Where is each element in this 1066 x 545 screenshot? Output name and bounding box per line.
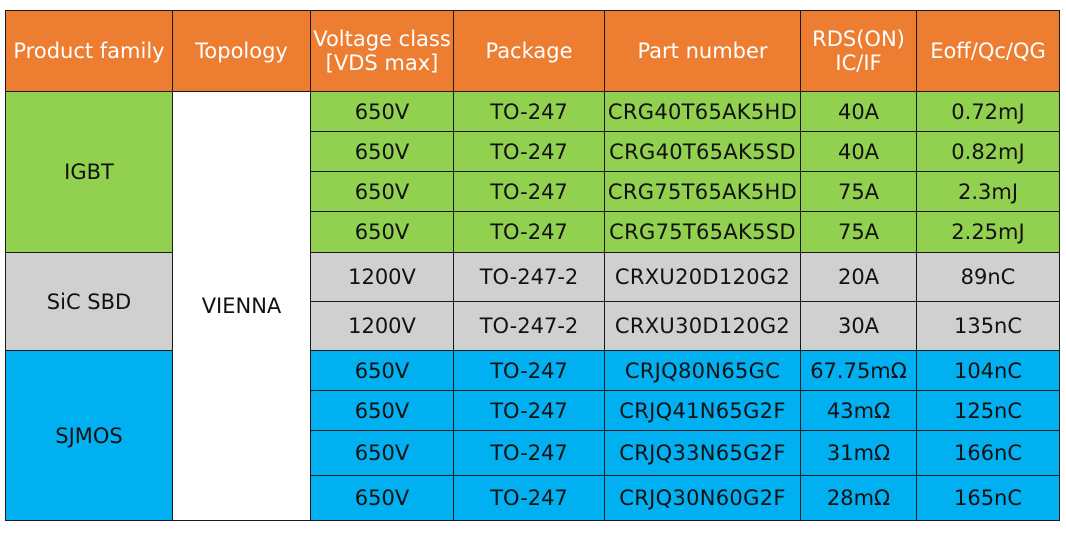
product-spec-table: Product family Topology Voltage class [VD… [5, 10, 1060, 521]
family-cell-igbt: IGBT [5, 91, 173, 253]
voltage-cell: 650V [310, 91, 454, 132]
voltage-cell: 650V [310, 211, 454, 253]
part-number-cell: CRXU20D120G2 [604, 252, 801, 302]
rating-cell: 40A [800, 91, 917, 132]
header-topology: Topology [172, 10, 311, 92]
header-row: Product family Topology Voltage class [VD… [5, 10, 1060, 92]
voltage-cell: 1200V [310, 301, 454, 351]
energy-cell: 0.82mJ [916, 131, 1060, 172]
package-cell: TO-247 [453, 171, 605, 212]
voltage-cell: 650V [310, 475, 454, 521]
voltage-cell: 650V [310, 390, 454, 431]
rating-cell: 30A [800, 301, 917, 351]
header-rds-line2: IC/IF [835, 51, 882, 75]
part-number-cell: CRJQ80N65GC [604, 350, 801, 391]
table-row: SiC SBD 1200V TO-247-2 CRXU20D120G2 20A … [5, 252, 1060, 351]
package-cell: TO-247 [453, 475, 605, 521]
voltage-cell: 650V [310, 131, 454, 172]
topology-cell: VIENNA [172, 91, 311, 521]
part-number-cell: CRG40T65AK5SD [604, 131, 801, 172]
header-energy-charge: Eoff/Qc/QG [916, 10, 1060, 92]
part-number-cell: CRXU30D120G2 [604, 301, 801, 351]
rating-cell: 43mΩ [800, 390, 917, 431]
header-voltage-line1: Voltage class [313, 27, 451, 51]
rating-cell: 40A [800, 131, 917, 172]
header-rds-line1: RDS(ON) [812, 27, 905, 51]
package-cell: TO-247 [453, 430, 605, 476]
package-cell: TO-247-2 [453, 252, 605, 302]
energy-cell: 135nC [916, 301, 1060, 351]
table-row: 650V TO-247 CRG75T65AK5HD 75A 2.3mJ [6, 171, 1060, 212]
rating-cell: 75A [800, 171, 917, 212]
voltage-cell: 650V [310, 171, 454, 212]
package-cell: TO-247 [453, 211, 605, 253]
rating-cell: 75A [800, 211, 917, 253]
energy-cell: 165nC [916, 475, 1060, 521]
family-cell-sic-sbd: SiC SBD [5, 252, 173, 351]
table-row: 650V TO-247 CRJQ33N65G2F 31mΩ 166nC [6, 430, 1060, 476]
energy-cell: 2.3mJ [916, 171, 1060, 212]
energy-cell: 166nC [916, 430, 1060, 476]
energy-cell: 2.25mJ [916, 211, 1060, 253]
part-number-cell: CRG75T65AK5SD [604, 211, 801, 253]
header-voltage-class: Voltage class [VDS max] [310, 10, 454, 92]
rating-cell: 31mΩ [800, 430, 917, 476]
part-number-cell: CRJQ41N65G2F [604, 390, 801, 431]
part-number-cell: CRG75T65AK5HD [604, 171, 801, 212]
package-cell: TO-247 [453, 390, 605, 431]
package-cell: TO-247 [453, 131, 605, 172]
header-part-number: Part number [604, 10, 801, 92]
table-row: 650V TO-247 CRG40T65AK5SD 40A 0.82mJ [6, 131, 1060, 172]
energy-cell: 125nC [916, 390, 1060, 431]
part-number-cell: CRJQ30N60G2F [604, 475, 801, 521]
part-number-cell: CRG40T65AK5HD [604, 91, 801, 132]
voltage-cell: 650V [310, 350, 454, 391]
energy-cell: 104nC [916, 350, 1060, 391]
header-voltage-line2: [VDS max] [325, 51, 439, 75]
header-product-family: Product family [5, 10, 173, 92]
table-row: 650V TO-247 CRJQ30N60G2F 28mΩ 165nC [6, 475, 1060, 521]
voltage-cell: 1200V [310, 252, 454, 302]
table-row: 650V TO-247 CRJQ41N65G2F 43mΩ 125nC [6, 390, 1060, 431]
rating-cell: 20A [800, 252, 917, 302]
package-cell: TO-247-2 [453, 301, 605, 351]
family-cell-sjmos: SJMOS [5, 350, 173, 521]
energy-cell: 0.72mJ [916, 91, 1060, 132]
table-row: IGBT VIENNA 650V TO-247 CRG40T65AK5HD 40… [5, 91, 1060, 521]
table-row: 1200V TO-247-2 CRXU30D120G2 30A 135nC [6, 301, 1060, 351]
package-cell: TO-247 [453, 91, 605, 132]
package-cell: TO-247 [453, 350, 605, 391]
part-number-cell: CRJQ33N65G2F [604, 430, 801, 476]
header-rds-on: RDS(ON) IC/IF [800, 10, 917, 92]
header-package: Package [453, 10, 605, 92]
table-row: SJMOS 650V TO-247 CRJQ80N65GC 67.75mΩ 10… [5, 350, 1060, 521]
rating-cell: 28mΩ [800, 475, 917, 521]
rating-cell: 67.75mΩ [800, 350, 917, 391]
energy-cell: 89nC [916, 252, 1060, 302]
voltage-cell: 650V [310, 430, 454, 476]
